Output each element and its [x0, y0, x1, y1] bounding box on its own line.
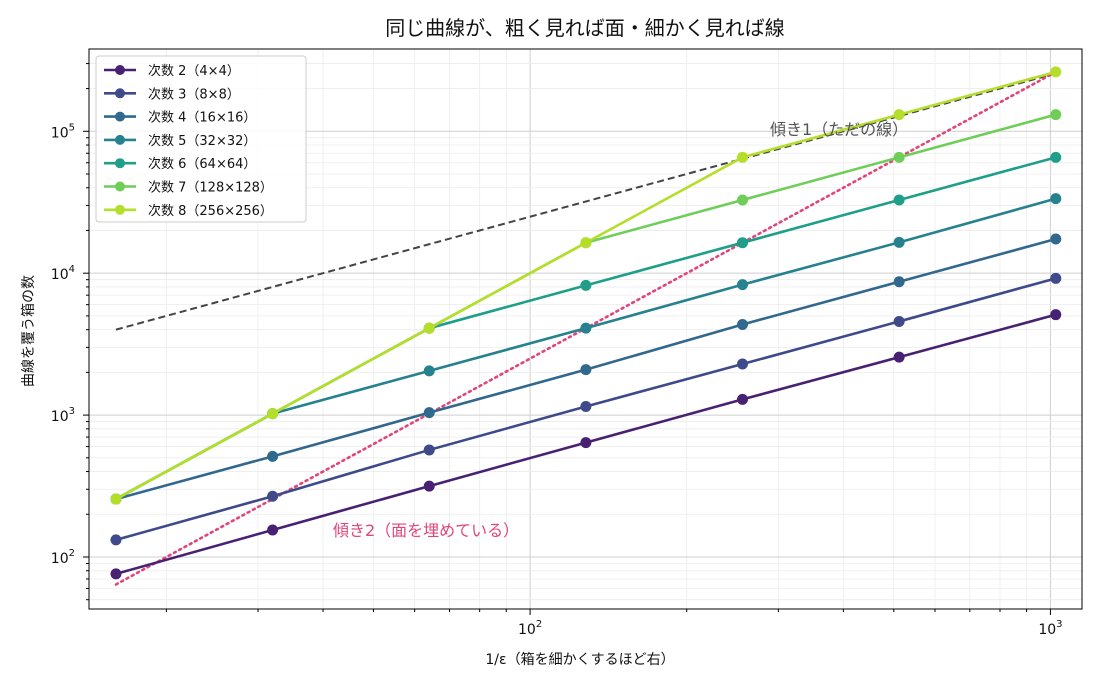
data-point [893, 151, 905, 163]
data-point [893, 236, 905, 248]
data-point [1050, 193, 1062, 205]
data-point [893, 276, 905, 288]
series-2 [110, 309, 1062, 580]
y-tick-label: 104 [51, 264, 75, 283]
data-point [580, 437, 592, 449]
data-point [267, 490, 279, 502]
data-point [1050, 109, 1062, 121]
data-point [110, 568, 122, 580]
tick-layer: 102 103 102 103 104 105 [51, 63, 1063, 638]
x-tick-label: 102 [518, 619, 542, 638]
data-point [1050, 272, 1062, 284]
reference-line-slope1 [115, 72, 1057, 331]
data-point [737, 318, 749, 330]
data-point [580, 279, 592, 291]
x-tick-label: 103 [1038, 619, 1062, 638]
data-point [893, 109, 905, 121]
data-point [737, 151, 749, 163]
series-3 [110, 272, 1062, 546]
data-point [110, 493, 122, 505]
legend-label: 次数 5（32×32） [148, 133, 256, 149]
data-point [737, 393, 749, 405]
legend-marker [115, 88, 125, 99]
legend-marker [115, 181, 125, 192]
legend-label: 次数 8（256×256） [148, 203, 273, 219]
data-point [893, 315, 905, 327]
legend-marker [115, 204, 125, 215]
data-point [737, 194, 749, 206]
data-point [1050, 66, 1062, 78]
data-point [893, 194, 905, 206]
legend: 次数 2（4×4） 次数 3（8×8） 次数 4（16×16） 次数 5（32×32）… [95, 55, 307, 223]
legend-label: 次数 4（16×16） [148, 110, 256, 126]
data-point [1050, 233, 1062, 245]
plot-frame [88, 48, 1083, 610]
data-point [1050, 151, 1062, 163]
legend-marker [115, 111, 125, 122]
data-point [893, 351, 905, 363]
data-point [580, 364, 592, 376]
legend-label: 次数 6（64×64） [148, 156, 256, 172]
legend-box [95, 55, 307, 223]
data-point [267, 450, 279, 462]
legend-marker [115, 158, 125, 169]
legend-marker [115, 65, 125, 75]
legend-label: 次数 3（8×8） [148, 86, 240, 102]
data-point [267, 524, 279, 536]
data-point [1050, 309, 1062, 321]
y-tick-label: 102 [51, 548, 75, 567]
reference-slope1-label: 傾き1（ただの線） [770, 120, 908, 139]
legend-label: 次数 7（128×128） [148, 180, 273, 196]
data-point [423, 365, 435, 377]
y-axis-label: 曲線を覆う箱の数 [21, 275, 37, 387]
grid-layer [89, 49, 1082, 609]
x-axis-label: 1/ε（箱を細かくするほど右） [485, 652, 674, 668]
data-point [580, 400, 592, 412]
data-point [267, 408, 279, 420]
data-point [423, 444, 435, 456]
data-point [737, 358, 749, 370]
y-tick-label: 105 [51, 122, 75, 141]
series-layer [110, 66, 1062, 580]
data-point [423, 407, 435, 419]
data-point [423, 480, 435, 492]
chart-title: 同じ曲線が、粗く見れば面・細かく見れば線 [385, 16, 785, 40]
data-point [580, 237, 592, 249]
data-point [580, 322, 592, 334]
legend-items: 次数 2（4×4） 次数 3（8×8） 次数 4（16×16） 次数 5（32×32）… [104, 63, 273, 219]
y-tick-label: 103 [51, 406, 75, 425]
data-point [110, 534, 122, 546]
data-point [737, 279, 749, 291]
legend-marker [115, 134, 125, 145]
reference-slope2-label: 傾き2（面を埋めている） [333, 521, 519, 540]
series-8 [110, 66, 1062, 505]
data-point [737, 237, 749, 249]
data-point [423, 322, 435, 334]
legend-label: 次数 2（4×4） [148, 63, 240, 79]
